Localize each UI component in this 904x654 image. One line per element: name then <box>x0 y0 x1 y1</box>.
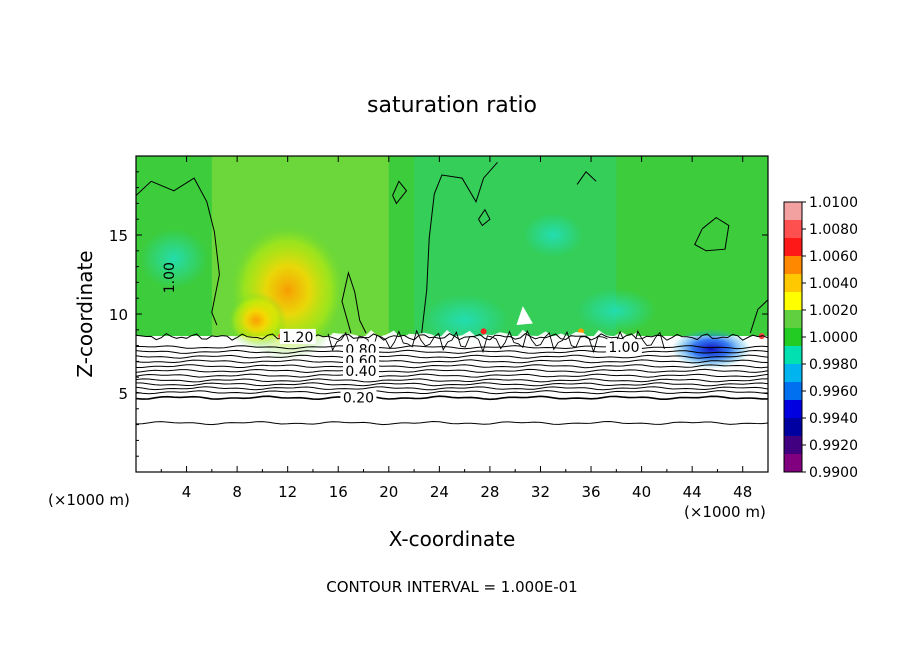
x-unit-label-left: (×1000 m) <box>48 491 130 509</box>
contour-label-bg <box>342 362 379 378</box>
contour-label: 1.20 <box>282 330 313 346</box>
field-lower <box>136 336 768 472</box>
cyan-patch <box>139 228 208 289</box>
colorbar-label: 1.0020 <box>809 303 858 319</box>
colorbar-swatch <box>784 292 802 311</box>
y-tick-label: 10 <box>109 306 128 324</box>
colorbar-label: 1.0100 <box>809 195 858 211</box>
y-tick-label: 15 <box>109 227 128 245</box>
colorbar-label: 1.0000 <box>809 330 858 346</box>
colorbar-swatch <box>784 418 802 437</box>
moist-core-secondary <box>226 292 287 349</box>
contour-label: 1.00 <box>608 340 639 356</box>
contour-line-upper <box>392 180 408 205</box>
x-tick-label: 8 <box>232 483 242 501</box>
red-spot <box>480 328 487 335</box>
colorbar-swatch <box>784 364 802 383</box>
contour-lines: 1.001.200.800.600.400.201.00 <box>136 161 768 426</box>
contour-line <box>136 354 768 359</box>
colorbar-swatch <box>784 436 802 455</box>
contour-label-bg <box>605 339 642 355</box>
contour-line-upper <box>694 216 730 252</box>
colorbar-label: 0.9920 <box>809 438 858 454</box>
x-tick-label: 44 <box>683 483 702 501</box>
colorbar-swatch <box>784 202 802 221</box>
saturation-field <box>136 156 768 472</box>
contour-line <box>136 345 768 350</box>
contour-label: 1.00 <box>162 262 178 293</box>
contour-label: 0.20 <box>343 391 374 407</box>
contour-line <box>136 382 768 387</box>
x-tick-label: 32 <box>531 483 550 501</box>
contour-line <box>136 395 768 401</box>
colorbar-swatch <box>784 274 802 293</box>
colorbar-label: 1.0040 <box>809 276 858 292</box>
x-tick-label: 48 <box>733 483 752 501</box>
x-tick-label: 36 <box>581 483 600 501</box>
x-tick-label: 12 <box>278 483 297 501</box>
dry-patch <box>671 328 752 369</box>
colorbar-swatch <box>784 328 802 347</box>
x-tick-label: 16 <box>329 483 348 501</box>
contour-line-upper <box>136 177 220 326</box>
contour-line <box>136 359 768 364</box>
contour-label-bg <box>279 328 316 344</box>
contour-line <box>136 364 768 369</box>
contour-line-upper <box>421 161 498 334</box>
mixed-region <box>325 329 642 357</box>
x-tick-label: 28 <box>480 483 499 501</box>
colorbar: 1.0100 1.0080 1.0060 1.0040 1.0020 1.0000 0.99… <box>783 195 858 481</box>
contour-line <box>136 390 768 395</box>
contour-line-upper <box>576 171 597 185</box>
colorbar-swatch <box>784 400 802 419</box>
colorbar-swatch <box>784 256 802 275</box>
contour-line <box>136 386 768 391</box>
contour-line <box>136 349 768 354</box>
contour-line-upper <box>341 271 367 334</box>
contour-line-top <box>136 332 768 341</box>
colorbar-swatch <box>784 382 802 401</box>
spike <box>516 306 533 326</box>
contour-line <box>136 368 768 374</box>
y-tick-label: 5 <box>118 385 128 403</box>
cyan-patch <box>523 213 584 257</box>
colorbar-label: 1.0080 <box>809 222 858 238</box>
colorbar-label: 0.9960 <box>809 384 858 400</box>
y-axis-label: Z-coordinate <box>73 250 97 377</box>
contour-line <box>136 420 768 426</box>
x-axis-label: X-coordinate <box>389 527 516 551</box>
x-tick-label: 4 <box>182 483 192 501</box>
x-tick-label: 40 <box>632 483 651 501</box>
colorbar-swatch <box>784 454 802 473</box>
colorbar-swatch <box>784 220 802 239</box>
colorbar-label: 0.9940 <box>809 411 858 427</box>
colorbar-swatch <box>784 310 802 329</box>
contour-label: 0.40 <box>345 364 376 380</box>
colorbar-label: 0.9900 <box>809 465 858 481</box>
y-axis-ticks: 5 10 15 <box>109 171 768 457</box>
colorbar-label: 1.0060 <box>809 249 858 265</box>
contour-line <box>136 373 768 378</box>
x-tick-label: 24 <box>430 483 449 501</box>
contour-line <box>136 378 768 383</box>
cyan-patch <box>420 294 509 347</box>
contour-interval-note: CONTOUR INTERVAL = 1.000E-01 <box>326 578 577 596</box>
chart-title: saturation ratio <box>367 93 537 118</box>
contour-line-upper <box>478 208 491 227</box>
x-tick-label: 20 <box>379 483 398 501</box>
x-unit-label-right: (×1000 m) <box>684 503 766 521</box>
colorbar-label: 0.9980 <box>809 357 858 373</box>
colorbar-swatch <box>784 346 802 365</box>
contour-label-bg <box>340 389 377 405</box>
x-axis-ticks: 4 8 12 16 20 24 28 32 36 40 44 48 <box>160 156 752 501</box>
colorbar-swatch <box>784 238 802 257</box>
cyan-patch <box>576 288 657 333</box>
contour-line-upper <box>749 299 768 334</box>
